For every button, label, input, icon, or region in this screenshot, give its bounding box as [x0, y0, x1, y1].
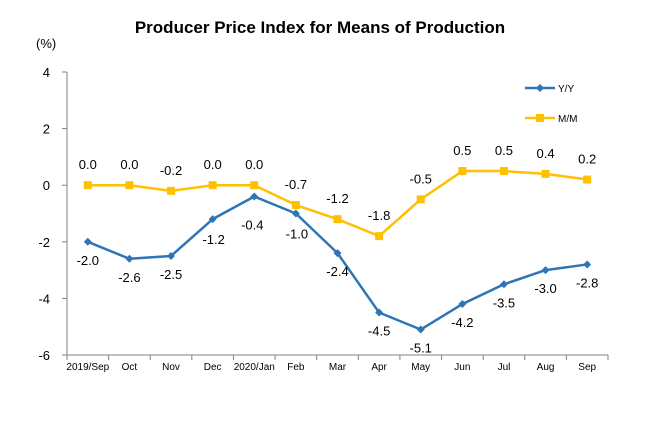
- data-point-marker: [583, 260, 592, 269]
- data-point-marker: [167, 186, 176, 195]
- data-label: -3.5: [493, 295, 515, 310]
- x-tick-label: Oct: [122, 362, 138, 373]
- legend: Y/Y M/M: [525, 84, 577, 125]
- data-label: -1.0: [286, 227, 308, 242]
- data-label: -2.5: [160, 267, 182, 282]
- data-point-marker: [416, 325, 425, 334]
- data-point-marker: [291, 209, 300, 218]
- data-point-marker: [208, 215, 217, 224]
- data-label: -2.6: [118, 270, 140, 285]
- legend-label: M/M: [558, 114, 577, 125]
- legend-marker: [536, 114, 544, 122]
- data-label: 0.0: [245, 157, 263, 172]
- data-label: 0.5: [495, 143, 513, 158]
- data-label: -0.4: [241, 218, 263, 233]
- data-label: -1.8: [368, 208, 390, 223]
- data-label: -5.1: [410, 341, 432, 356]
- x-tick-label: Aug: [537, 362, 555, 373]
- data-point-marker: [125, 254, 134, 263]
- x-tick-label: Nov: [162, 362, 180, 373]
- series-yy: -2.0 -2.6 -2.5 -1.2 -0.4 -1.0 -2.4 -4.5 -5.1 -4.2…: [77, 192, 598, 356]
- y-tick-label: 0: [43, 178, 50, 193]
- x-tick-label: Feb: [287, 362, 305, 373]
- data-label: -1.2: [202, 232, 224, 247]
- data-point-marker: [250, 181, 259, 190]
- data-point-marker: [125, 181, 134, 190]
- y-tick-label: 2: [43, 122, 50, 137]
- chart-title: Producer Price Index for Means of Produc…: [135, 18, 505, 37]
- y-tick-label: -2: [38, 235, 50, 250]
- data-point-marker: [250, 192, 259, 201]
- data-point-marker: [375, 232, 384, 241]
- series-layer: -2.0 -2.6 -2.5 -1.2 -0.4 -1.0 -2.4 -4.5 -5.1 -4.2…: [77, 143, 599, 355]
- y-tick-label: 4: [43, 65, 50, 80]
- y-tick-label: -4: [38, 291, 50, 306]
- data-point-marker: [83, 181, 92, 190]
- data-label: -0.5: [410, 171, 432, 186]
- data-point-marker: [583, 175, 592, 184]
- data-point-marker: [208, 181, 217, 190]
- x-tick-label: Sep: [578, 362, 596, 373]
- data-point-marker: [83, 237, 92, 246]
- x-tick-label: 2019/Sep: [66, 362, 109, 373]
- data-point-marker: [333, 249, 342, 258]
- data-label: 0.5: [453, 143, 471, 158]
- data-label: -2.4: [326, 264, 348, 279]
- x-tick-label: Jul: [498, 362, 511, 373]
- data-point-marker: [291, 201, 300, 210]
- x-tick-label: Jun: [454, 362, 470, 373]
- y-unit-label: (%): [36, 36, 56, 51]
- x-tick-label: Mar: [329, 362, 347, 373]
- legend-label: Y/Y: [558, 84, 574, 95]
- data-label: -4.5: [368, 324, 390, 339]
- x-tick-label: Dec: [204, 362, 222, 373]
- data-label: -2.8: [576, 275, 598, 290]
- data-label: 0.0: [79, 157, 97, 172]
- data-label: 0.0: [204, 157, 222, 172]
- data-point-marker: [541, 169, 550, 178]
- data-label: 0.0: [120, 157, 138, 172]
- data-point-marker: [499, 280, 508, 289]
- data-label: -4.2: [451, 315, 473, 330]
- legend-marker: [536, 84, 544, 92]
- data-label: -1.2: [326, 191, 348, 206]
- y-tick-label: -6: [38, 348, 50, 363]
- data-label: -0.7: [285, 177, 307, 192]
- data-label: 0.2: [578, 152, 596, 167]
- data-point-marker: [167, 251, 176, 260]
- x-tick-label: 2020/Jan: [234, 362, 275, 373]
- data-point-marker: [333, 215, 342, 224]
- data-point-marker: [375, 308, 384, 317]
- data-label: -3.0: [534, 281, 556, 296]
- data-label: 0.4: [537, 146, 555, 161]
- data-point-marker: [458, 167, 467, 176]
- data-point-marker: [458, 300, 467, 309]
- data-label: -0.2: [160, 163, 182, 178]
- axes: 4 2 0 -2 -4 -6 2019/Sep Oct Nov Dec 2020/Jan Feb Mar…: [38, 65, 609, 373]
- data-label: -2.0: [77, 253, 99, 268]
- x-tick-label: May: [411, 362, 430, 373]
- series-mm: 0.0 0.0 -0.2 0.0 0.0 -0.7 -1.2 -1.8 -0.5 0.5 0.5 0.…: [79, 143, 596, 241]
- data-point-marker: [541, 266, 550, 275]
- data-point-marker: [416, 195, 425, 204]
- data-point-marker: [499, 167, 508, 176]
- x-tick-label: Apr: [371, 362, 387, 373]
